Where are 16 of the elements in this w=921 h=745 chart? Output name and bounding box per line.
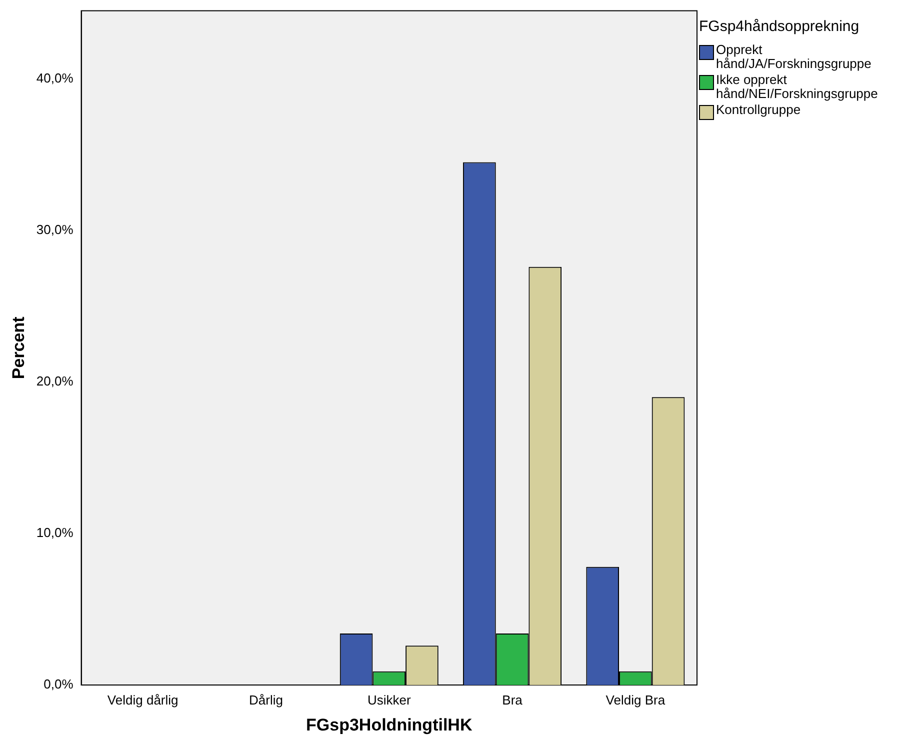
x-tick-label: Bra	[502, 692, 524, 708]
x-tick-label: Veldig dårlig	[107, 692, 178, 708]
x-tick-label: Veldig Bra	[606, 692, 666, 708]
legend-title: FGsp4håndsopprekning	[699, 18, 860, 35]
legend-label: Kontrollgruppe	[716, 102, 801, 117]
y-axis-title: Percent	[8, 316, 28, 380]
y-tick-label: 0,0%	[44, 676, 74, 692]
y-tick-label: 30,0%	[36, 222, 74, 238]
legend-label: Opprekt hånd/JA/Forskningsgruppe	[716, 42, 872, 71]
legend-label: Ikke opprekt hånd/NEI/Forskningsgruppe	[716, 72, 879, 101]
y-tick-label: 40,0%	[36, 70, 74, 86]
x-axis-title: FGsp3HoldningtilHK	[306, 715, 473, 734]
x-tick-label: Dårlig	[249, 692, 283, 708]
y-tick-label: 20,0%	[36, 374, 74, 389]
x-tick-label: Usikker	[367, 692, 412, 708]
y-tick-label: 10,0%	[36, 525, 74, 540]
